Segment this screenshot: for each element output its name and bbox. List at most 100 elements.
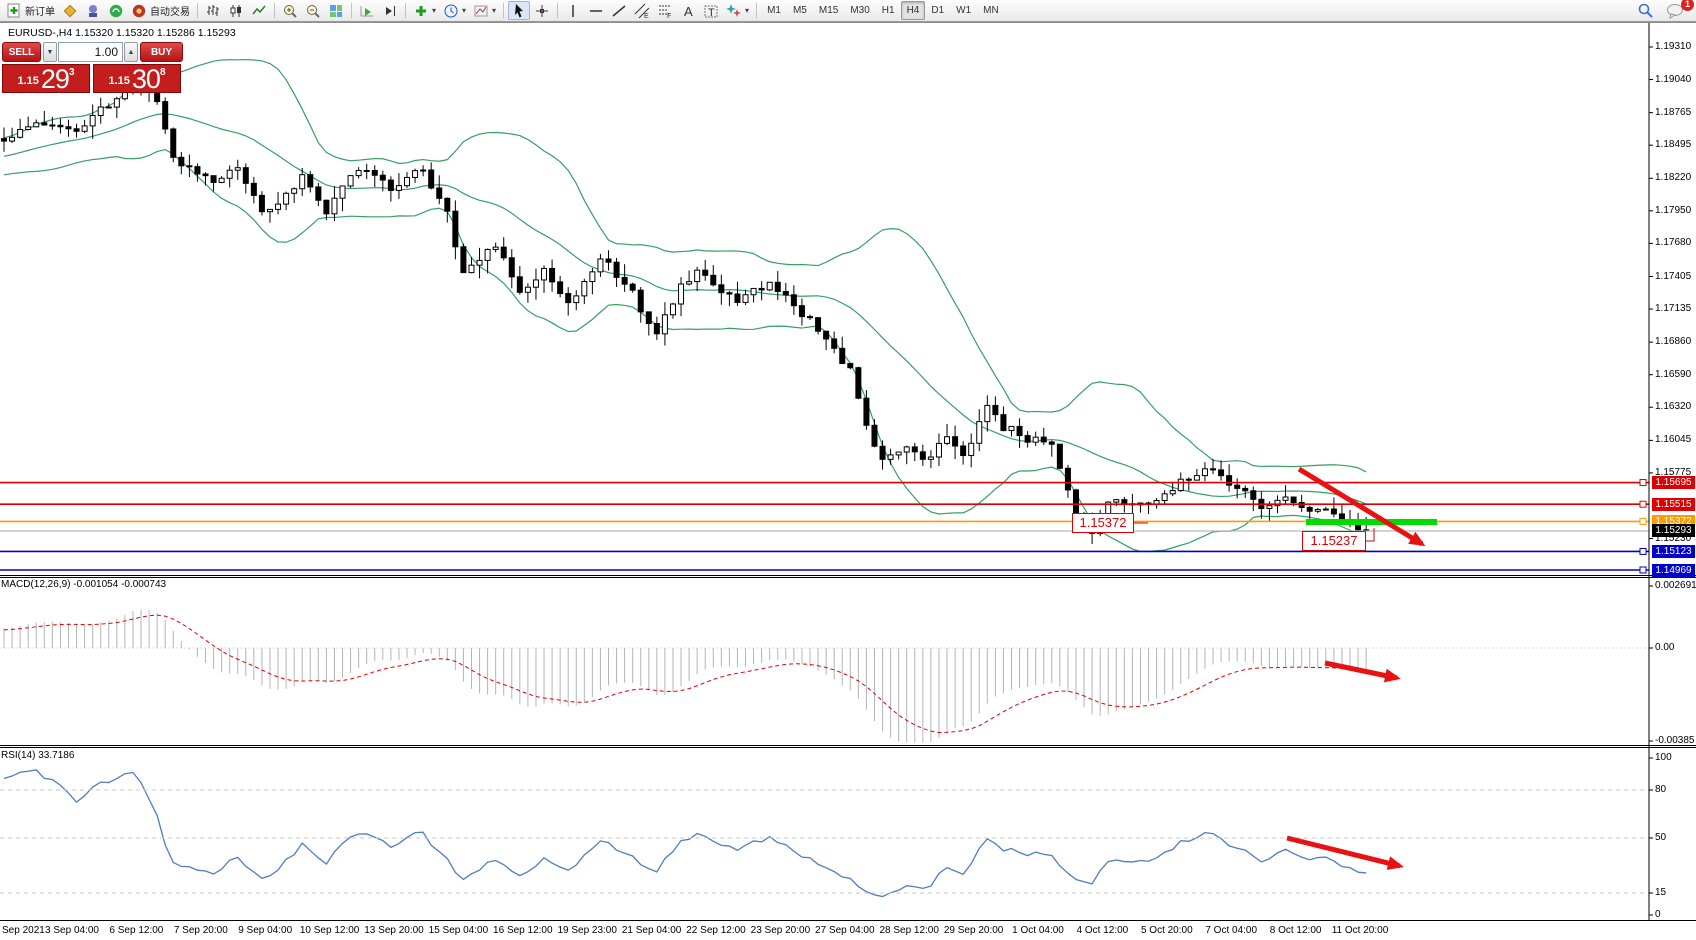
time-axis-label: 3 Sep 04:00 bbox=[45, 925, 99, 936]
candlestick-mode-button[interactable] bbox=[225, 1, 247, 20]
time-axis-label: 15 Sep 04:00 bbox=[428, 925, 489, 936]
timeframe-button-H1[interactable]: H1 bbox=[881, 5, 895, 16]
periods-menu-button[interactable]: ▾ bbox=[440, 1, 469, 20]
time-axis-label: 8 Oct 12:00 bbox=[1269, 925, 1322, 936]
price-callout-label[interactable]: 1.15372 bbox=[1072, 513, 1134, 533]
notifications-button[interactable]: 1 bbox=[1663, 0, 1694, 20]
autotrading-icon bbox=[132, 4, 146, 17]
time-axis[interactable]: Sep 2021 3 Sep 04:00 6 Sep 12:00 7 Sep 20:0… bbox=[0, 921, 1696, 940]
timeframe-button-M30[interactable]: M30 bbox=[850, 5, 870, 16]
volume-increase-button[interactable]: ▲ bbox=[124, 42, 138, 62]
bar-chart-icon bbox=[207, 4, 219, 16]
price-callout-label[interactable]: 1.15237 bbox=[1302, 531, 1366, 551]
volume-input[interactable] bbox=[58, 42, 123, 62]
time-axis-label: 19 Sep 23:00 bbox=[557, 925, 617, 936]
channel-tool-button[interactable]: E bbox=[631, 1, 653, 20]
timeframe-button-M5[interactable]: M5 bbox=[792, 5, 807, 16]
time-axis-label: 27 Sep 04:00 bbox=[815, 925, 875, 936]
search-icon bbox=[1638, 3, 1653, 18]
toolbar-separator bbox=[405, 3, 406, 18]
dropdown-caret-icon: ▾ bbox=[492, 6, 497, 15]
notification-badge: 1 bbox=[1681, 0, 1694, 11]
line-chart-icon bbox=[252, 5, 266, 14]
line-chart-mode-button[interactable] bbox=[248, 1, 270, 20]
add-indicator-icon bbox=[416, 5, 426, 16]
crosshair-tool-button[interactable] bbox=[531, 1, 553, 20]
main-toolbar: 新订单 自动交易 bbox=[0, 0, 1696, 22]
volume-decrease-button[interactable]: ▼ bbox=[43, 42, 57, 62]
timeframe-button-group: M1 M5 M15 M30 H1 H4 D1 W1 MN bbox=[761, 1, 1005, 20]
timeframe-button-M1[interactable]: M1 bbox=[767, 5, 781, 16]
toolbar-separator bbox=[274, 3, 275, 18]
horizontal-line-tool-button[interactable] bbox=[585, 1, 607, 20]
time-axis-label: 10 Sep 12:00 bbox=[299, 925, 360, 936]
time-axis-label: 1 Oct 04:00 bbox=[1012, 925, 1064, 936]
chart-shift-button[interactable] bbox=[379, 1, 401, 20]
sell-button[interactable]: SELL bbox=[2, 42, 41, 62]
timeframe-button-M15[interactable]: M15 bbox=[818, 5, 839, 16]
auto-scroll-button[interactable] bbox=[356, 1, 378, 20]
bollinger-upper bbox=[3, 58, 1367, 473]
time-axis-label: 23 Sep 20:00 bbox=[750, 925, 811, 936]
trendline-icon bbox=[612, 4, 626, 17]
autotrading-button[interactable]: 自动交易 bbox=[128, 1, 193, 20]
tile-windows-button[interactable] bbox=[325, 1, 347, 20]
indicators-menu-button[interactable]: ▾ bbox=[410, 1, 439, 20]
time-axis-label: 7 Oct 04:00 bbox=[1205, 925, 1258, 936]
text-label-tool-button[interactable]: T bbox=[700, 1, 722, 20]
trend-arrow-rsi[interactable] bbox=[1286, 835, 1404, 870]
rsi-line bbox=[3, 769, 1367, 898]
buy-price-big: 30 bbox=[131, 64, 161, 94]
search-button[interactable] bbox=[1634, 1, 1657, 20]
time-axis-label: 4 Oct 12:00 bbox=[1076, 925, 1129, 936]
level-line-anchor bbox=[1639, 517, 1647, 525]
arrows-tool-button[interactable]: ▾ bbox=[723, 1, 752, 20]
svg-text:F: F bbox=[667, 13, 671, 19]
macd-signal-line bbox=[3, 614, 1367, 733]
buy-price-display[interactable]: 1.15 30 8 bbox=[93, 64, 181, 93]
zoom-out-icon bbox=[307, 4, 320, 18]
timeframe-button-D1[interactable]: D1 bbox=[931, 5, 945, 16]
zoom-out-button[interactable] bbox=[302, 1, 324, 20]
new-order-button[interactable]: 新订单 bbox=[3, 1, 58, 20]
trend-arrow-main[interactable] bbox=[1297, 466, 1426, 547]
svg-text:A: A bbox=[684, 4, 693, 19]
gold-seal-icon bbox=[63, 4, 77, 17]
templates-menu-button[interactable]: ▾ bbox=[470, 1, 499, 20]
tile-windows-icon bbox=[330, 4, 342, 17]
text-tool-button[interactable]: A bbox=[677, 1, 699, 20]
zoom-in-icon bbox=[284, 4, 297, 18]
bar-chart-mode-button[interactable] bbox=[202, 1, 224, 20]
text-label-icon: T bbox=[704, 5, 718, 19]
time-axis-label: 21 Sep 04:00 bbox=[621, 925, 682, 936]
time-axis-label: Sep 2021 bbox=[2, 925, 45, 936]
template-icon bbox=[474, 5, 488, 16]
delete-objects-button[interactable] bbox=[59, 1, 81, 20]
crosshair-icon bbox=[536, 4, 549, 17]
sell-price-display[interactable]: 1.15 29 3 bbox=[2, 64, 90, 93]
equidistant-channel-icon: E bbox=[634, 3, 650, 19]
toolbar-separator bbox=[557, 3, 559, 18]
trend-arrow-macd[interactable] bbox=[1324, 660, 1401, 683]
support-zone-line[interactable] bbox=[1306, 519, 1437, 525]
bollinger-lower bbox=[3, 148, 1367, 553]
bollinger-middle bbox=[3, 113, 1367, 505]
macd-histogram bbox=[3, 609, 1367, 743]
stamp-tool-button[interactable] bbox=[82, 1, 104, 20]
timeframe-button-H4[interactable]: H4 bbox=[900, 1, 926, 20]
clock-icon bbox=[444, 4, 458, 17]
chart-shift-icon bbox=[386, 5, 395, 16]
toolbar-separator bbox=[503, 3, 505, 18]
trendline-tool-button[interactable] bbox=[608, 1, 630, 20]
broadcast-button[interactable] bbox=[105, 1, 127, 20]
cursor-tool-button[interactable] bbox=[508, 1, 531, 20]
vertical-line-tool-button[interactable] bbox=[562, 1, 584, 20]
buy-button[interactable]: BUY bbox=[140, 42, 183, 62]
timeframe-button-W1[interactable]: W1 bbox=[956, 5, 972, 16]
zoom-in-button[interactable] bbox=[279, 1, 301, 20]
timeframe-button-MN[interactable]: MN bbox=[983, 5, 999, 16]
dropdown-caret-icon: ▾ bbox=[462, 6, 467, 15]
fibonacci-tool-button[interactable]: F bbox=[654, 1, 676, 20]
svg-text:E: E bbox=[644, 13, 649, 19]
